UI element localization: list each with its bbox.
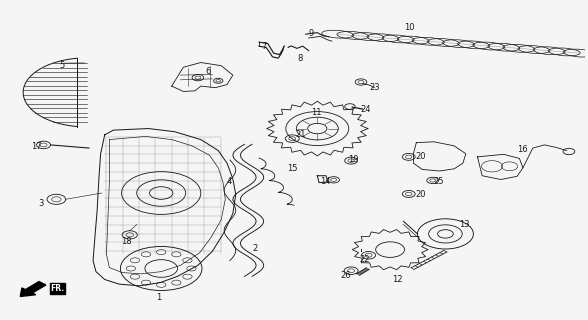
Text: 4: 4	[226, 177, 232, 186]
Text: 11: 11	[311, 108, 322, 117]
Text: 26: 26	[340, 271, 350, 280]
Text: 7: 7	[261, 42, 266, 51]
FancyArrow shape	[20, 282, 46, 296]
Text: 18: 18	[122, 236, 132, 246]
Text: 16: 16	[517, 145, 527, 155]
Text: 14: 14	[320, 177, 330, 186]
Text: 25: 25	[433, 177, 444, 186]
Text: 20: 20	[416, 152, 426, 161]
Text: 8: 8	[297, 54, 302, 63]
Text: 1: 1	[156, 293, 162, 302]
Text: 20: 20	[416, 190, 426, 199]
Text: FR.: FR.	[51, 284, 65, 293]
Text: 9: 9	[309, 29, 314, 38]
Text: 22: 22	[360, 255, 370, 265]
Text: 2: 2	[252, 244, 258, 253]
Text: 6: 6	[205, 67, 211, 76]
Text: 17: 17	[31, 142, 42, 151]
Text: 10: 10	[404, 23, 415, 32]
Text: 15: 15	[288, 164, 298, 173]
Text: 5: 5	[59, 60, 65, 69]
Text: 13: 13	[459, 220, 469, 229]
Text: 21: 21	[296, 130, 306, 139]
Text: 3: 3	[39, 199, 44, 208]
Text: 23: 23	[369, 83, 380, 92]
Text: 19: 19	[348, 155, 359, 164]
Text: 12: 12	[392, 275, 403, 284]
Text: 24: 24	[360, 105, 371, 114]
